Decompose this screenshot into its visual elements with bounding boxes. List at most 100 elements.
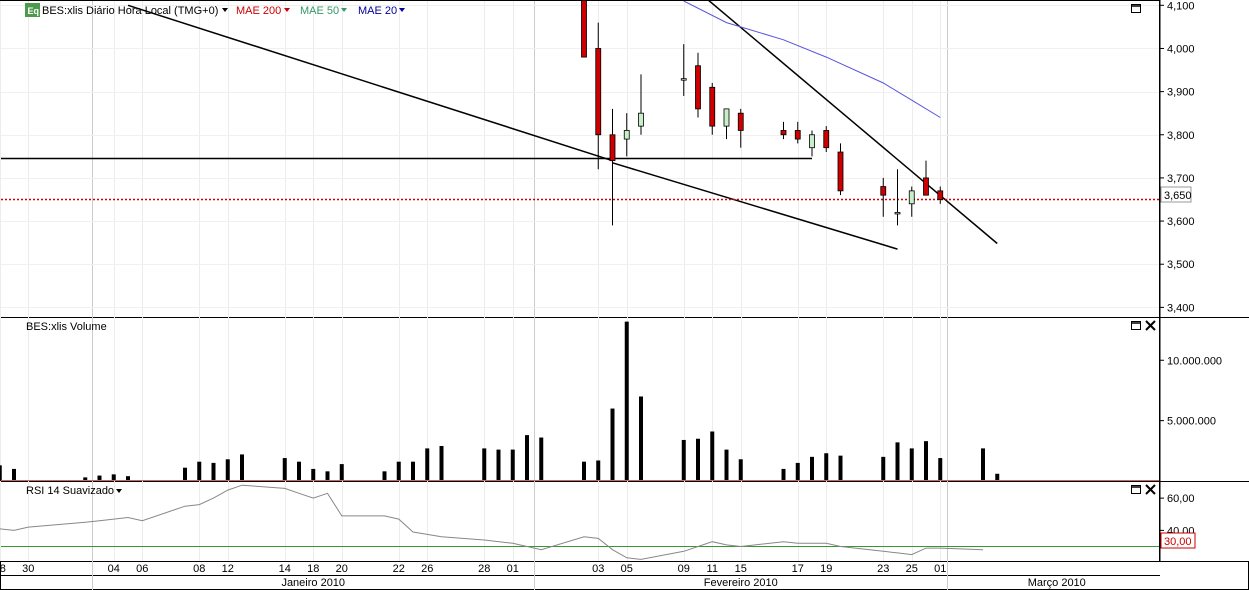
volume-bar — [425, 448, 430, 481]
volume-bar — [824, 453, 829, 481]
volume-bar — [738, 459, 743, 481]
x-tick-label: 18 — [307, 563, 319, 575]
volume-bar — [225, 459, 230, 481]
x-tick-label: 06 — [136, 563, 148, 575]
volume-bar — [12, 468, 16, 481]
x-tick-label: 01 — [507, 563, 519, 575]
volume-tick-label: 10.000.000 — [1167, 355, 1222, 367]
candle-down — [595, 48, 602, 136]
volume-bar — [382, 471, 387, 481]
volume-bar — [126, 476, 130, 481]
ma20-line — [683, 1, 941, 118]
candle-down — [937, 190, 944, 200]
mae200-dropdown-icon[interactable] — [284, 8, 290, 12]
volume-bar — [197, 461, 202, 481]
volume-bar — [838, 455, 843, 481]
candle-up — [623, 130, 630, 140]
last-price-box — [1160, 186, 1192, 203]
x-tick-label: 11 — [707, 563, 718, 575]
rsi-close-icon[interactable] — [1145, 484, 1156, 495]
volume-bar — [810, 456, 814, 481]
volume-bar — [510, 449, 515, 481]
volume-bar — [97, 475, 102, 481]
x-tick-label: 09 — [678, 563, 690, 575]
volume-bar — [696, 438, 700, 481]
logo-icon — [25, 3, 40, 17]
x-tick-label: 23 — [877, 563, 889, 575]
symbol-dropdown-icon[interactable] — [222, 8, 228, 12]
volume-bar — [525, 435, 529, 481]
indicator-mae200[interactable]: MAE 200 — [236, 5, 281, 17]
candle-down — [695, 65, 701, 110]
candle-up — [723, 108, 730, 127]
volume-bar — [396, 461, 401, 481]
volume-bar — [795, 462, 800, 481]
x-tick-label: 22 — [393, 563, 405, 575]
x-tick-label: 14 — [279, 563, 291, 575]
candle-down — [923, 177, 929, 196]
volume-bar — [282, 458, 287, 481]
volume-bar — [724, 449, 729, 481]
x-tick-label: 08 — [193, 563, 205, 575]
volume-close-icon[interactable] — [1145, 320, 1156, 331]
volume-bar — [83, 477, 88, 481]
volume-maximize-icon[interactable] — [1131, 321, 1141, 330]
x-tick-label: 28 — [478, 563, 490, 575]
x-tick-label: 26 — [421, 563, 433, 575]
volume-bar — [639, 396, 643, 481]
volume-bar — [439, 445, 444, 481]
volume-bar — [325, 471, 330, 481]
price-tick-label: 3,800 — [1167, 130, 1195, 142]
x-tick-label: 19 — [820, 563, 832, 575]
x-tick-label: 20 — [336, 563, 348, 575]
rsi-dropdown-icon[interactable] — [116, 489, 122, 493]
volume-bar — [881, 456, 886, 481]
trendline — [127, 4, 613, 162]
rsi-tick-label: 60,00 — [1167, 493, 1195, 505]
x-tick-label: 04 — [108, 563, 120, 575]
rsi-maximize-icon[interactable] — [1131, 485, 1141, 494]
volume-bar — [496, 449, 501, 481]
symbol-label: BES:xlis Diário Hora Local (TMG+0) — [42, 5, 218, 17]
candle-down — [609, 134, 616, 162]
price-plot — [1, 1, 1159, 308]
price-tick-label: 4,100 — [1167, 0, 1195, 12]
x-tick-label: 25 — [906, 563, 918, 575]
price-tick-label: 3,400 — [1167, 302, 1195, 314]
volume-tick-label: 5.000.000 — [1167, 416, 1216, 428]
rsi-panel — [0, 481, 1160, 562]
volume-bar — [311, 468, 316, 481]
candle-down — [823, 130, 830, 149]
x-axis: 0307091115172123283004060812141820222628… — [0, 563, 1086, 589]
month-label: Janeiro 2010 — [281, 577, 345, 589]
volume-bar — [582, 461, 586, 481]
volume-plot — [0, 321, 1159, 481]
volume-bar — [624, 321, 629, 481]
volume-bar — [297, 461, 301, 481]
y-axes: 4,100 4,000 3,900 3,800 3,700 3,600 3,500 3,400… — [1160, 0, 1222, 537]
price-maximize-icon[interactable] — [1131, 4, 1141, 13]
indicator-mae20[interactable]: MAE 20 — [358, 5, 397, 17]
candle-down — [780, 130, 787, 136]
mae50-dropdown-icon[interactable] — [341, 8, 347, 12]
volume-label: BES:xlis Volume — [26, 321, 107, 333]
volume-bar — [0, 465, 2, 481]
price-legend: Eq BES:xlis Diário Hora Local (TMG+0) MA… — [25, 3, 405, 17]
volume-bar — [183, 467, 187, 481]
month-label: Março 2010 — [1028, 577, 1086, 589]
price-series — [1, 1, 1159, 308]
price-tick-label: 4,000 — [1167, 43, 1195, 55]
mae20-dropdown-icon[interactable] — [399, 8, 405, 12]
candle-down — [837, 151, 844, 192]
volume-bar — [938, 458, 943, 481]
indicator-mae50[interactable]: MAE 50 — [300, 5, 339, 17]
price-tick-label: 3,500 — [1167, 259, 1195, 271]
volume-bar — [909, 448, 914, 481]
last-price-label: 3,650 — [1164, 190, 1192, 202]
x-tick-label: 12 — [222, 563, 234, 575]
volume-bar — [895, 442, 900, 481]
volume-bar — [211, 462, 216, 481]
x-tick-label: 17 — [792, 563, 804, 575]
candle-down — [737, 112, 744, 131]
